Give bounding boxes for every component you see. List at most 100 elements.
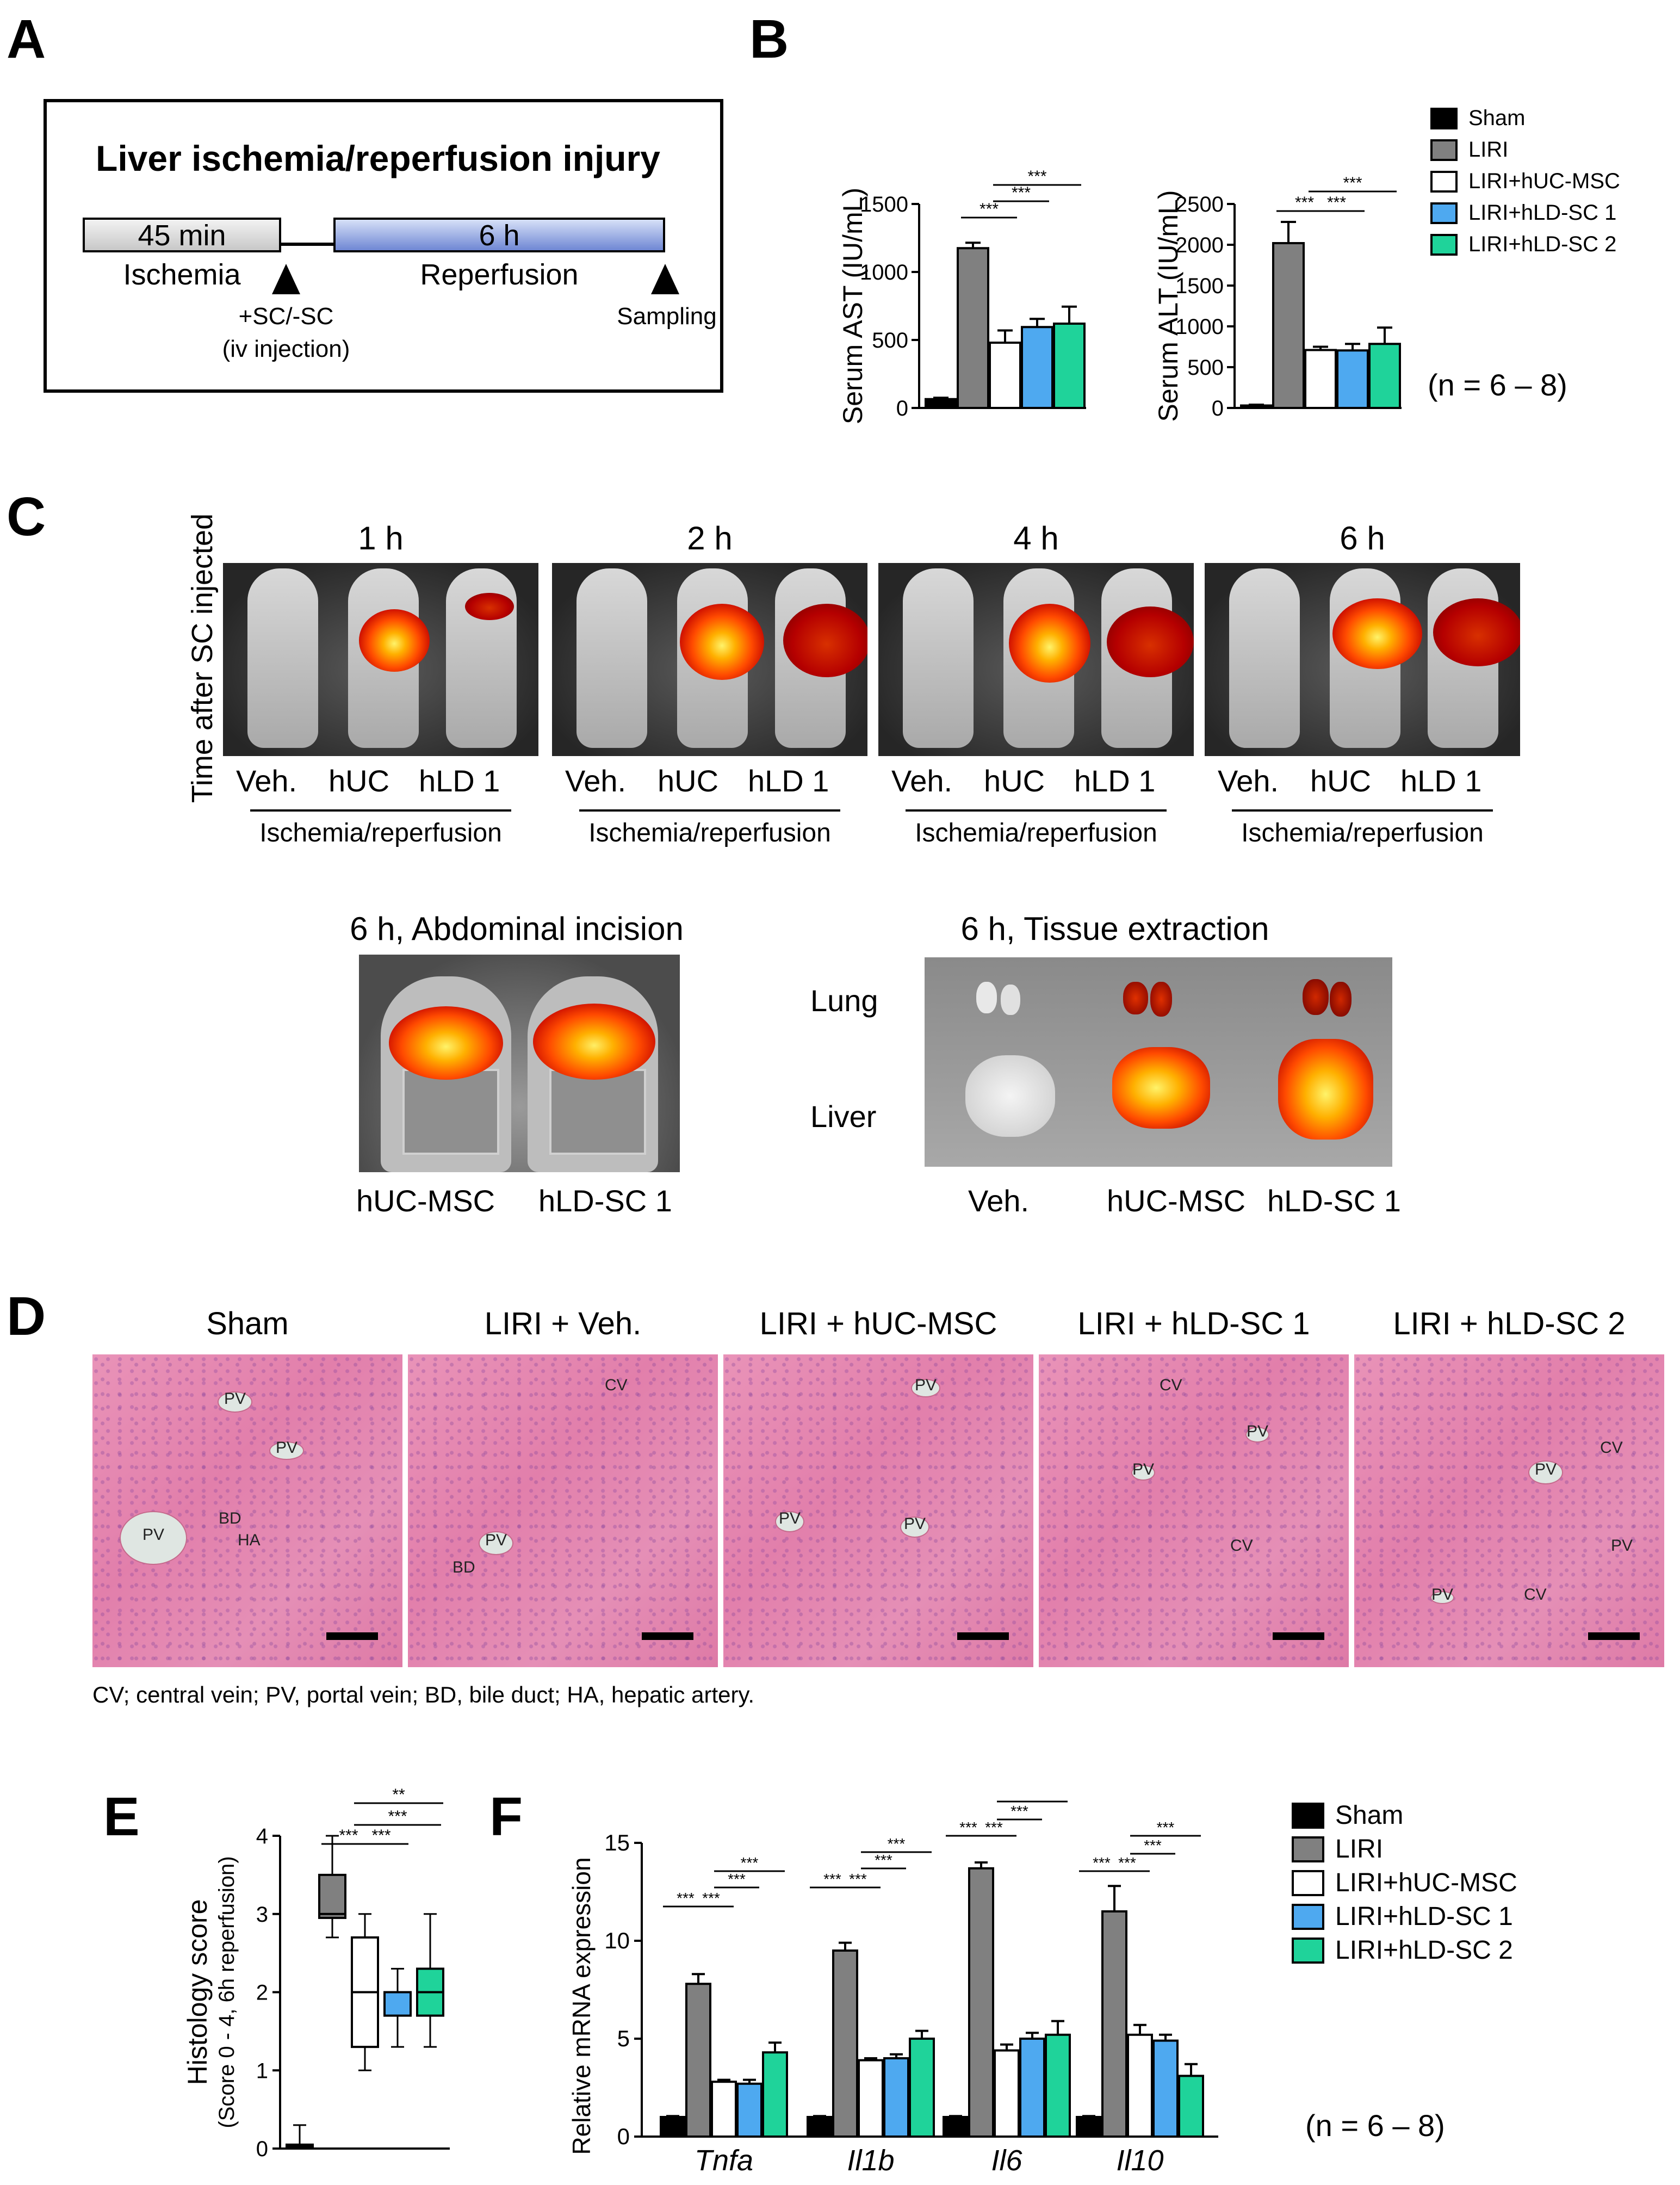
y-tick-label: 500 <box>1187 356 1224 380</box>
legend-label: LIRI+hLD-SC 1 <box>1468 201 1617 225</box>
y-tick-label: 0 <box>617 2124 630 2149</box>
y-tick-label: 2000 <box>1175 233 1224 257</box>
mice-imaging-photo <box>552 563 867 756</box>
legend-label: LIRI+hLD-SC 1 <box>1335 1902 1513 1931</box>
abdominal-incision-photo <box>359 955 680 1172</box>
condition-label: Ischemia/reperfusion <box>915 819 1157 847</box>
group-label: hLD 1 <box>748 764 829 798</box>
significance-stars: *** <box>1024 1795 1042 1802</box>
panel-label-d: D <box>7 1286 46 1347</box>
condition-label: Ischemia/reperfusion <box>1241 819 1484 847</box>
vessel-tag: HA <box>238 1531 261 1549</box>
mice-imaging-photo <box>223 563 538 756</box>
legend-swatch <box>1292 1937 1324 1964</box>
vessel-tag: PV <box>779 1509 801 1527</box>
legend-item: LIRI+hLD-SC 2 <box>1292 1935 1513 1965</box>
time-label: 1 h <box>358 520 404 556</box>
ischemia-label: Ischemia <box>123 258 241 291</box>
legend-swatch <box>1430 233 1458 256</box>
bar <box>736 2082 762 2138</box>
bar <box>762 2051 788 2138</box>
category-label: Il6 <box>991 2144 1022 2177</box>
group-label: Veh. <box>565 764 627 798</box>
mice-imaging-photo <box>1205 563 1520 756</box>
histology-image: CV PV BD <box>408 1354 718 1667</box>
legend-swatch <box>1292 1802 1324 1829</box>
significance-stars: *** <box>702 1890 720 1907</box>
bar <box>1304 349 1337 409</box>
group-label: hUC <box>657 764 719 798</box>
vessel-tag: PV <box>1535 1460 1557 1478</box>
legend-swatch <box>1430 107 1458 129</box>
legend-label: LIRI+hLD-SC 2 <box>1335 1936 1513 1965</box>
y-axis-sublabel: (Score 0 - 4, 6h reperfusion) <box>215 1856 239 2128</box>
bar <box>1045 2033 1071 2138</box>
bar <box>943 2116 969 2138</box>
injection-label-1: +SC/-SC <box>238 303 334 330</box>
scale-bar <box>1273 1632 1324 1640</box>
vessel-tag: PV <box>915 1376 937 1394</box>
significance-stars: *** <box>1157 1819 1175 1836</box>
y-tick-label: 500 <box>872 329 908 352</box>
injection-label-2: (iv injection) <box>222 336 350 362</box>
y-tick-label: 15 <box>604 1830 630 1855</box>
significance-stars: *** <box>1295 194 1314 212</box>
significance-stars: *** <box>339 1827 358 1844</box>
ischemia-bar <box>83 218 281 252</box>
time-after-label: Time after SC injected <box>186 513 219 803</box>
significance-stars: *** <box>1012 184 1031 202</box>
significance-stars: *** <box>875 1852 892 1868</box>
legend-item: LIRI <box>1430 138 1508 162</box>
vessel-tag: CV <box>1524 1586 1547 1604</box>
panel-f-n-note: (n = 6 – 8) <box>1305 2108 1445 2143</box>
vessel-tag: PV <box>224 1390 246 1408</box>
legend-swatch <box>1430 170 1458 193</box>
category-label: Tnfa <box>695 2144 753 2177</box>
bar <box>989 342 1021 409</box>
histology-title: LIRI + hUC-MSC <box>759 1306 997 1341</box>
tissue-col-veh: Veh. <box>968 1184 1030 1218</box>
vessel-tag: CV <box>1230 1537 1253 1555</box>
sampling-arrow-icon <box>651 264 679 294</box>
legend-label: LIRI+hUC-MSC <box>1335 1868 1517 1897</box>
vessel-tag: PV <box>904 1515 926 1533</box>
significance-stars: *** <box>1118 1854 1136 1871</box>
significance-stars: *** <box>980 200 999 218</box>
group-label: Veh. <box>235 764 297 798</box>
significance-stars: *** <box>985 1819 1003 1836</box>
y-tick-label: 0 <box>896 397 908 420</box>
significance-stars: *** <box>1327 194 1346 212</box>
vessel-tag: PV <box>276 1439 298 1457</box>
histology-title: LIRI + hLD-SC 2 <box>1393 1306 1626 1341</box>
time-label: 2 h <box>687 520 733 556</box>
significance-stars: *** <box>1011 1803 1028 1819</box>
y-tick-label: 5 <box>617 2026 630 2051</box>
abdominal-label-hld: hLD-SC 1 <box>538 1184 672 1218</box>
connector-line <box>281 243 333 246</box>
bar <box>1178 2075 1204 2138</box>
y-tick-label: 2 <box>256 1981 268 2005</box>
tissue-row-liver: Liver <box>810 1099 877 1134</box>
legend-item: LIRI+hUC-MSC <box>1430 169 1620 194</box>
significance-stars: *** <box>388 1808 407 1825</box>
vessel-tag: CV <box>605 1376 628 1394</box>
legend-item: LIRI+hLD-SC 1 <box>1292 1902 1513 1932</box>
tissue-col-hld: hLD-SC 1 <box>1267 1184 1401 1218</box>
ischemia-time: 45 min <box>138 219 226 252</box>
sampling-label: Sampling <box>617 303 717 330</box>
abdominal-title: 6 h, Abdominal incision <box>350 911 684 947</box>
legend-item: LIRI+hUC-MSC <box>1292 1868 1517 1898</box>
condition-label: Ischemia/reperfusion <box>259 819 502 847</box>
vessel-tag: PV <box>1611 1537 1633 1555</box>
significance-stars: *** <box>823 1871 841 1887</box>
vessel-tag: PV <box>142 1526 165 1544</box>
mice-imaging-photo <box>878 563 1194 756</box>
bar <box>1272 242 1305 409</box>
legend-swatch <box>1292 1903 1324 1930</box>
histology-image: CV PV PV CV <box>1039 1354 1349 1667</box>
legend-item: LIRI <box>1292 1834 1383 1864</box>
legend-item: LIRI+hLD-SC 2 <box>1430 232 1616 257</box>
y-axis-label: Serum ALT (IU/mL) <box>1153 190 1183 422</box>
legend-label: Sham <box>1468 106 1526 130</box>
